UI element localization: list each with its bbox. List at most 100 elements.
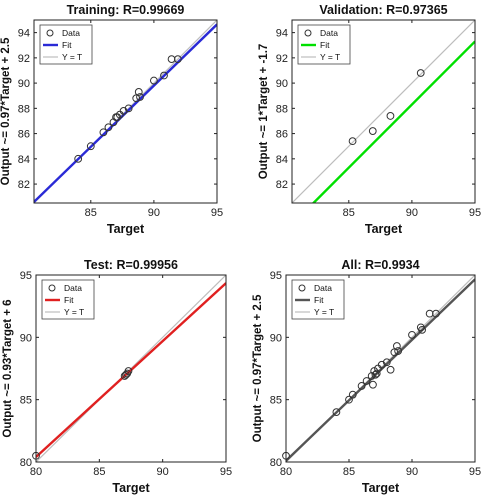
legend-label-identity: Y = T [320, 52, 340, 62]
x-tick-label: 80 [280, 466, 292, 478]
data-point [372, 369, 381, 378]
y-tick-label: 86 [276, 129, 288, 141]
legend-label-identity: Y = T [64, 307, 84, 317]
legend-label-identity: Y = T [314, 307, 334, 317]
x-tick-label: 95 [469, 207, 481, 219]
x-axis-label: Target [107, 222, 145, 236]
data-point [394, 347, 403, 355]
x-tick-label: 90 [148, 207, 160, 219]
axes-frame [285, 274, 476, 463]
data-point [392, 342, 401, 350]
x-tick-label: 85 [85, 207, 97, 219]
axes-frame [35, 274, 227, 463]
chart-panel-2: 85 90 95 82 84 86 88 90 92 94 Validation: R=0.9736… [258, 3, 481, 236]
y-tick-label: 88 [276, 103, 288, 115]
x-tick-label: 90 [406, 466, 418, 478]
y-axis-label: Output ~= 1*Target + -1.7 [258, 44, 270, 180]
x-tick-label: 80 [30, 466, 42, 478]
x-tick-label: 95 [211, 207, 223, 219]
y-axis-label: Output ~= 0.97*Target + 2.5 [252, 294, 264, 442]
legend-label-data: Data [314, 283, 332, 293]
x-axis-label: Target [362, 481, 400, 495]
data-point [382, 358, 391, 367]
chart-title: Training: R=0.99669 [67, 3, 185, 17]
data-point [348, 390, 357, 399]
x-tick-label: 90 [157, 466, 169, 478]
chart-title: All: R=0.9934 [341, 258, 419, 272]
data-point [425, 309, 434, 318]
data-point [377, 360, 386, 369]
legend-label-fit: Fit [62, 40, 72, 50]
data-point [119, 106, 128, 115]
axes-frame [33, 19, 218, 204]
data-point [136, 93, 144, 101]
legend-label-data: Data [62, 28, 80, 38]
data-point [173, 55, 182, 64]
y-tick-label: 90 [270, 332, 282, 344]
data-point [386, 365, 395, 374]
data-point [86, 142, 95, 151]
data-point [418, 325, 426, 334]
chart-title: Test: R=0.99956 [84, 258, 178, 272]
y-tick-label: 80 [20, 457, 32, 469]
y-tick-label: 84 [18, 154, 30, 166]
y-tick-label: 90 [276, 78, 288, 90]
data-point [109, 118, 118, 127]
legend-label-data: Data [64, 283, 82, 293]
data-point [367, 372, 376, 380]
data-point [134, 88, 143, 96]
chart-panel-3: 80 85 90 95 80 85 90 95 Test: R=0.99956 Target Out… [2, 258, 232, 495]
data-point [124, 104, 133, 113]
fit-line [36, 282, 226, 458]
data-point [104, 123, 113, 132]
legend-label-data: Data [320, 28, 338, 38]
data-point [160, 71, 168, 80]
y-tick-label: 82 [18, 179, 30, 191]
x-tick-label: 85 [93, 466, 105, 478]
axes-frame [291, 19, 476, 204]
data-point [345, 395, 353, 404]
legend-data-marker [304, 29, 312, 37]
x-tick-label: 95 [469, 466, 481, 478]
data-point [332, 408, 341, 417]
identity-line [292, 20, 475, 203]
y-tick-label: 94 [18, 28, 30, 40]
y-tick-label: 92 [18, 53, 30, 65]
legend-label-identity: Y = T [62, 52, 82, 62]
data-point [149, 76, 158, 85]
x-axis-label: Target [112, 481, 150, 495]
chart-title: Validation: R=0.97365 [319, 3, 447, 17]
x-tick-label: 85 [343, 207, 355, 219]
y-tick-label: 92 [276, 53, 288, 65]
x-tick-label: 85 [343, 466, 355, 478]
y-tick-label: 90 [20, 332, 32, 344]
data-point [357, 382, 366, 390]
data-point [74, 154, 83, 163]
data-point [348, 137, 357, 146]
data-point [362, 377, 371, 385]
fit-line [34, 23, 217, 203]
fit-line [311, 40, 475, 203]
y-tick-label: 85 [20, 395, 32, 407]
legend-label-fit: Fit [64, 295, 74, 305]
y-tick-label: 85 [270, 395, 282, 407]
x-tick-label: 90 [406, 207, 418, 219]
y-tick-label: 90 [18, 78, 30, 90]
y-tick-label: 84 [276, 154, 288, 166]
data-point [113, 113, 122, 122]
fit-line [286, 278, 475, 462]
y-tick-label: 88 [18, 103, 30, 115]
data-point [99, 128, 108, 137]
data-point [124, 367, 133, 375]
chart-panel-1: 85 90 95 82 84 86 88 90 92 94 Training: R=0.99669 T… [0, 3, 223, 236]
y-axis-label: Output ~= 0.97*Target + 2.5 [0, 37, 12, 185]
y-tick-label: 80 [270, 457, 282, 469]
y-axis-label: Output ~= 0.93*Target + 6 [2, 299, 14, 437]
legend-data-marker [48, 284, 56, 292]
y-tick-label: 94 [276, 28, 288, 40]
legend-data-marker [298, 284, 306, 292]
legend-data-marker [46, 29, 54, 37]
data-point [120, 372, 129, 380]
x-axis-label: Target [365, 222, 403, 236]
y-tick-label: 86 [18, 129, 30, 141]
